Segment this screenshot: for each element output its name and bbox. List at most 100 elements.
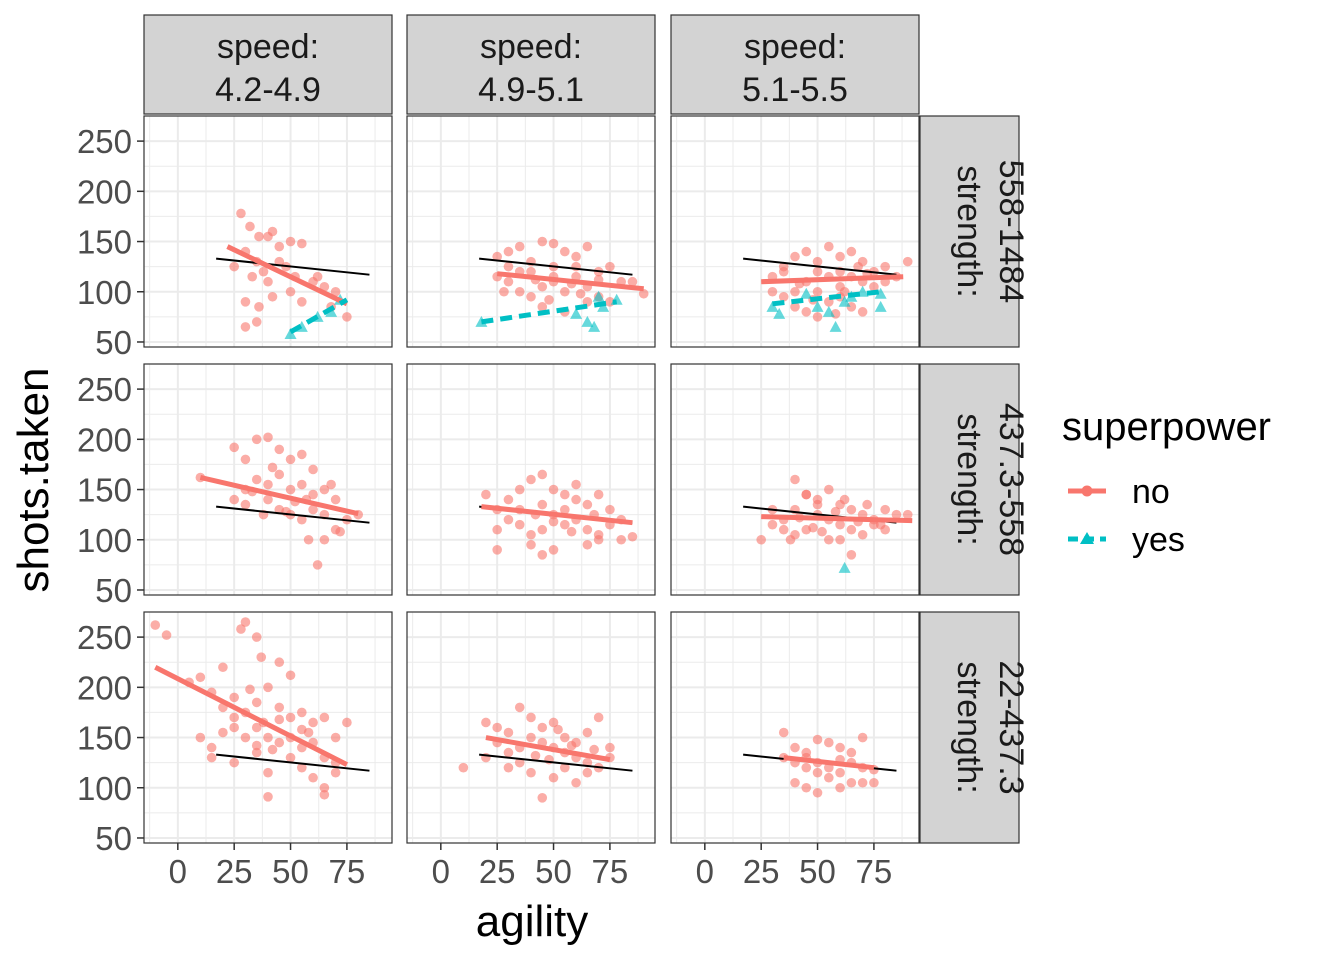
data-point-no — [499, 286, 509, 297]
data-point-no — [605, 261, 615, 272]
data-point-no — [846, 550, 857, 560]
data-point-no — [251, 740, 262, 751]
data-point-no — [869, 777, 879, 788]
data-point-no — [571, 251, 581, 262]
data-point-no — [514, 757, 525, 768]
y-tick-label: 150 — [77, 720, 132, 757]
data-point-no — [330, 732, 341, 743]
data-point-no — [274, 444, 285, 455]
data-point-no — [330, 767, 341, 778]
data-point-no — [790, 742, 800, 753]
data-point-no — [195, 732, 206, 743]
column-strip-0 — [143, 14, 393, 115]
data-point-no — [503, 727, 514, 738]
data-point-no — [537, 550, 548, 560]
data-point-no — [530, 750, 541, 761]
overall-fit-line — [479, 257, 633, 276]
data-point-no — [801, 307, 812, 317]
data-point-no — [526, 474, 536, 485]
panel-border — [143, 611, 393, 844]
column-strip-2 — [670, 14, 920, 115]
data-point-no — [319, 484, 330, 495]
data-point-no — [297, 762, 307, 773]
data-point-yes — [800, 287, 813, 299]
data-point-no — [297, 514, 307, 525]
data-point-no — [195, 672, 206, 683]
data-point-no — [274, 714, 285, 725]
data-point-no — [263, 767, 273, 778]
data-point-no — [582, 727, 593, 738]
x-tick-label: 75 — [329, 853, 366, 890]
data-point-no — [492, 524, 502, 535]
data-point-no — [297, 238, 307, 249]
data-point-no — [229, 722, 239, 733]
y-tick-label: 250 — [77, 371, 132, 408]
data-point-no — [526, 529, 536, 540]
x-tick-label: 25 — [479, 853, 516, 890]
data-point-no — [605, 504, 615, 515]
data-point-no — [229, 692, 239, 703]
data-point-no — [526, 539, 536, 550]
y-tick-label: 250 — [77, 619, 132, 656]
data-point-no — [503, 747, 514, 758]
y-tick-label: 50 — [95, 820, 132, 857]
data-point-no — [593, 712, 604, 723]
data-point-no — [503, 276, 514, 287]
legend-title: superpower — [1062, 405, 1271, 449]
data-point-no — [251, 747, 262, 758]
data-point-no — [812, 266, 823, 277]
data-point-no — [553, 724, 563, 735]
column-strip-label-line1: speed: — [480, 28, 582, 66]
data-point-no — [778, 524, 789, 535]
data-point-no — [812, 734, 823, 745]
data-point-no — [526, 767, 536, 778]
data-point-no — [303, 727, 314, 738]
data-point-no — [571, 777, 581, 788]
x-tick-label: 75 — [592, 853, 629, 890]
data-point-no — [616, 534, 626, 545]
data-point-no — [229, 712, 239, 723]
data-point-no — [342, 717, 352, 728]
y-tick-label: 100 — [77, 274, 132, 311]
fit-line-yes — [289, 297, 349, 335]
data-point-no — [857, 732, 868, 743]
fit-line-no — [226, 244, 348, 307]
column-strip-label-line2: 4.9-5.1 — [478, 71, 584, 109]
data-point-no — [853, 261, 863, 272]
data-point-no — [575, 288, 586, 299]
panel-background — [407, 612, 655, 843]
legend: superpower no yes — [1062, 405, 1271, 559]
data-point-no — [319, 712, 330, 723]
data-point-no — [566, 526, 577, 537]
x-tick-label: 0 — [169, 853, 187, 890]
row-strip-label-line2: 437.3-558 — [992, 403, 1030, 556]
data-point-no — [835, 251, 845, 262]
panel-border — [406, 115, 656, 348]
panel-r1-c2 — [670, 363, 920, 596]
data-point-no — [503, 246, 514, 257]
data-point-no — [312, 271, 323, 282]
data-point-no — [229, 442, 239, 453]
data-point-no — [245, 684, 255, 695]
panel-border — [670, 611, 920, 844]
data-point-no — [846, 747, 857, 758]
panel-r0-c1 — [406, 115, 656, 348]
panel-r1-c1 — [406, 363, 656, 596]
data-point-no — [801, 246, 812, 257]
panels — [143, 115, 920, 844]
x-tick-label: 50 — [535, 853, 572, 890]
x-tick-label: 25 — [216, 853, 253, 890]
data-point-no — [902, 509, 913, 520]
data-point-no — [236, 208, 246, 219]
fit-line-no — [761, 274, 904, 285]
data-point-no — [254, 231, 264, 242]
y-tick-label: 200 — [77, 173, 132, 210]
data-point-no — [240, 322, 251, 332]
data-point-no — [767, 519, 778, 530]
panel-r2-c1 — [406, 611, 656, 844]
data-point-no — [537, 524, 548, 535]
x-tick-label: 75 — [856, 853, 893, 890]
data-point-no — [824, 241, 834, 252]
data-point-no — [206, 742, 217, 753]
